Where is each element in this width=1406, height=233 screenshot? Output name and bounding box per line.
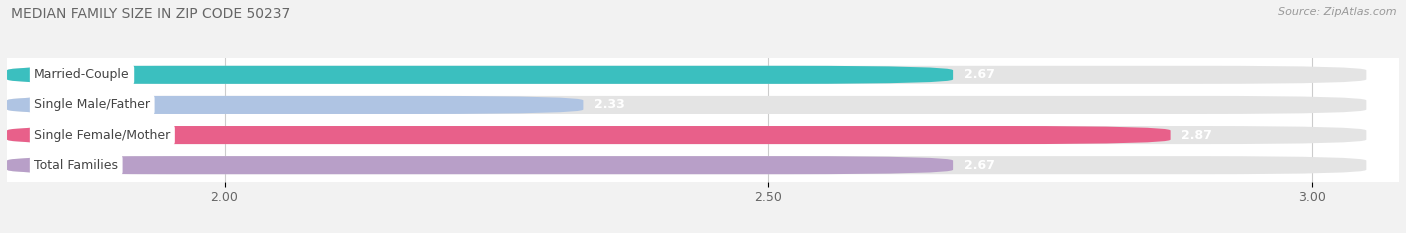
Text: Single Male/Father: Single Male/Father — [34, 98, 150, 111]
Text: 2.67: 2.67 — [965, 159, 995, 172]
FancyBboxPatch shape — [7, 66, 1367, 84]
Text: Single Female/Mother: Single Female/Mother — [34, 129, 170, 142]
Text: Total Families: Total Families — [34, 159, 118, 172]
FancyBboxPatch shape — [7, 156, 1367, 174]
FancyBboxPatch shape — [7, 126, 1367, 144]
Text: 2.87: 2.87 — [1181, 129, 1212, 142]
FancyBboxPatch shape — [7, 96, 1367, 114]
Text: 2.67: 2.67 — [965, 68, 995, 81]
FancyBboxPatch shape — [7, 96, 583, 114]
Text: Source: ZipAtlas.com: Source: ZipAtlas.com — [1278, 7, 1396, 17]
Text: 2.33: 2.33 — [595, 98, 626, 111]
Text: Married-Couple: Married-Couple — [34, 68, 129, 81]
FancyBboxPatch shape — [7, 66, 953, 84]
FancyBboxPatch shape — [7, 156, 953, 174]
FancyBboxPatch shape — [7, 126, 1171, 144]
Text: MEDIAN FAMILY SIZE IN ZIP CODE 50237: MEDIAN FAMILY SIZE IN ZIP CODE 50237 — [11, 7, 291, 21]
